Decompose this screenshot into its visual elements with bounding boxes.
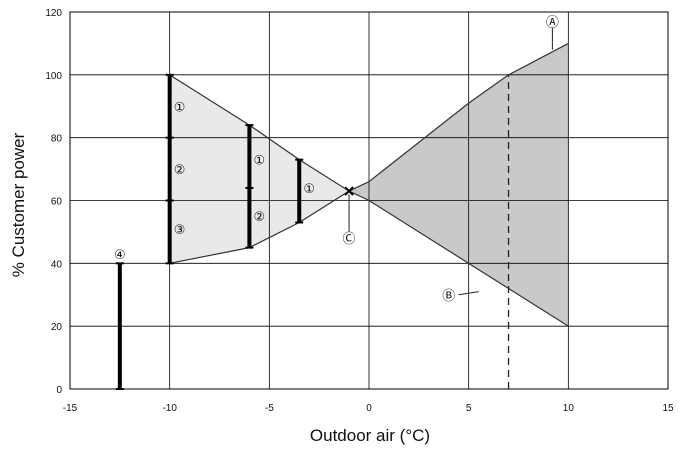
x-tick-label: -5 — [265, 403, 274, 414]
y-tick-label: 100 — [45, 71, 62, 82]
y-tick-label: 20 — [51, 322, 63, 333]
circled-label: ② — [174, 163, 186, 178]
circled-label: ② — [254, 210, 266, 225]
lower-curve — [169, 190, 569, 327]
cool-region-fill — [169, 74, 350, 264]
plot-border — [69, 11, 669, 390]
circled-label: ① — [174, 100, 186, 115]
upper-curve — [169, 42, 569, 192]
circled-label: ① — [303, 182, 315, 197]
x-axis-title: Outdoor air (°C) — [309, 426, 431, 445]
y-tick-label: 80 — [51, 134, 63, 145]
circled-label: Ⓐ — [546, 15, 559, 30]
intersection-marker — [344, 186, 354, 196]
x-tick-label: 15 — [662, 403, 674, 414]
x-tick-label: -10 — [162, 403, 177, 414]
y-tick-label: 0 — [56, 385, 62, 396]
circled-label: Ⓑ — [442, 289, 455, 304]
circled-label: ④ — [114, 248, 126, 263]
leader-line — [458, 291, 479, 296]
x-tick-label: -15 — [63, 403, 78, 414]
y-tick-label: 40 — [51, 259, 63, 270]
x-tick-label: 0 — [366, 403, 372, 414]
y-tick-label: 60 — [51, 197, 63, 208]
x-tick-label: 5 — [466, 403, 472, 414]
circled-label: ① — [254, 154, 266, 169]
x-tick-label: 10 — [563, 403, 575, 414]
y-tick-label: 120 — [45, 8, 62, 19]
circled-label: ③ — [174, 223, 186, 238]
y-axis-title: % Customer power — [9, 132, 28, 278]
circled-label: Ⓒ — [343, 232, 356, 247]
warm-region-fill — [349, 43, 569, 327]
